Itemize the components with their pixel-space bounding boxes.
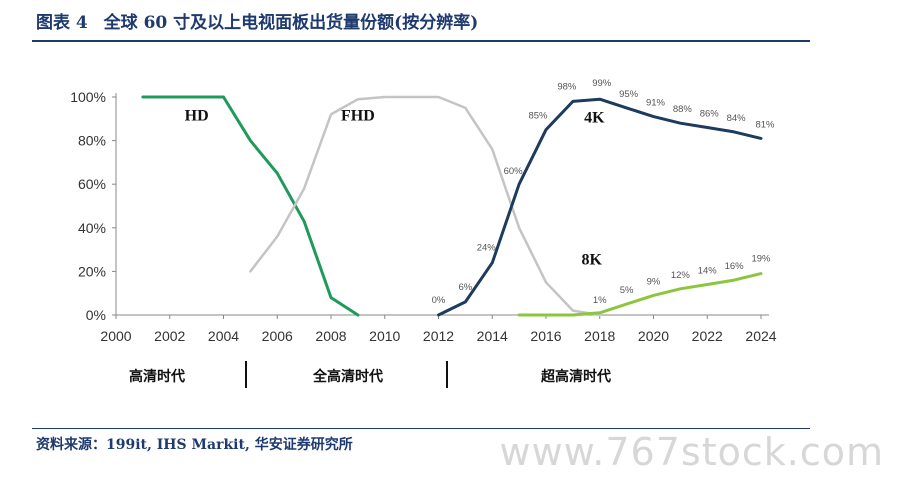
y-tick-label: 40% [78, 220, 106, 236]
data-label-4k: 81% [755, 119, 775, 130]
resolution-share-chart: 0% 20% 40% 60% 80% 100% 2000 2002 2004 2006 2008 20… [70, 78, 777, 388]
series-label-8k: 8K [581, 251, 602, 268]
x-tick-label: 2006 [262, 328, 293, 344]
data-label-4k: 24% [477, 243, 497, 254]
data-label-8k: 14% [698, 265, 718, 276]
era-label: 超高清时代 [540, 368, 611, 385]
series-label-hd: HD [185, 107, 209, 124]
data-label-4k: 91% [646, 98, 666, 109]
x-tick-label: 2000 [100, 328, 131, 344]
y-tick-label: 60% [78, 176, 106, 192]
data-label-4k: 99% [592, 78, 612, 89]
chart-title: 图表 4 全球 60 寸及以上电视面板出货量份额(按分辨率) [36, 8, 488, 33]
x-tick-label: 2008 [315, 328, 346, 344]
data-label-8k: 12% [671, 270, 691, 281]
series-line-8k [517, 272, 763, 317]
data-label-4k: 6% [459, 282, 473, 293]
x-tick-label: 2002 [154, 328, 185, 344]
data-label-4k: 88% [673, 104, 693, 115]
footer-rule [32, 428, 810, 429]
x-tick-label: 2020 [638, 328, 669, 344]
era-label: 全高清时代 [312, 368, 383, 385]
x-tick-label: 2004 [208, 328, 239, 344]
y-tick-label: 0% [86, 307, 106, 323]
data-label-8k: 5% [620, 285, 634, 296]
era-label: 高清时代 [129, 368, 185, 385]
x-tick-label: 2018 [584, 328, 615, 344]
watermark: www.767stock.com [499, 430, 884, 474]
data-label-4k: 84% [727, 113, 747, 124]
series-line-4k [437, 97, 763, 317]
data-label-4k: 60% [504, 166, 524, 177]
x-tick-label: 2014 [477, 328, 508, 344]
data-label-4k: 85% [528, 111, 548, 122]
figure-number: 图表 4 [36, 13, 88, 33]
source-note: 资料来源：199it, IHS Markit, 华安证券研究所 [36, 437, 353, 453]
data-label-4k: 0% [432, 295, 446, 306]
y-tick-label: 80% [78, 133, 106, 149]
x-tick-label: 2016 [530, 328, 561, 344]
data-label-8k: 19% [751, 254, 771, 265]
data-label-4k: 98% [557, 81, 577, 92]
x-tick-label: 2024 [745, 328, 776, 344]
data-label-8k: 1% [593, 295, 607, 306]
y-tick-label: 100% [70, 89, 106, 105]
data-label-4k: 86% [700, 109, 720, 120]
x-tick-label: 2012 [423, 328, 454, 344]
x-tick-label: 2022 [692, 328, 723, 344]
figure-title: 全球 60 寸及以上电视面板出货量份额(按分辨率) [103, 13, 479, 33]
title-rule [32, 40, 810, 42]
x-tick-label: 2010 [369, 328, 400, 344]
series-label-4k: 4K [584, 110, 605, 127]
data-label-8k: 16% [725, 261, 745, 272]
series-line-fhd [249, 95, 602, 317]
data-label-8k: 9% [647, 276, 661, 287]
y-tick-label: 20% [78, 263, 106, 279]
series-label-fhd: FHD [341, 107, 375, 124]
series-line-hd [141, 95, 360, 317]
data-label-4k: 95% [619, 89, 639, 100]
